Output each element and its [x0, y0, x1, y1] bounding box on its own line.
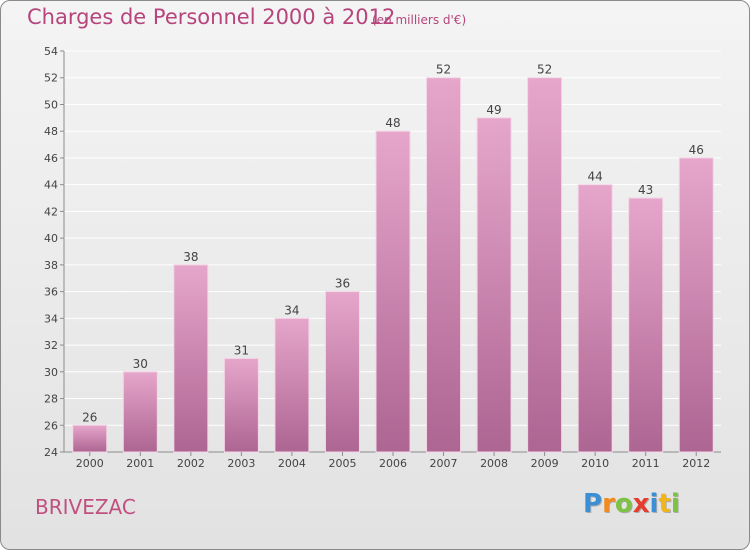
y-tick-label: 30	[44, 366, 58, 379]
data-label: 48	[385, 116, 400, 130]
y-tick-label: 48	[44, 125, 58, 138]
logo-letter: x	[632, 489, 650, 519]
logo-letter: i	[649, 489, 659, 519]
bar	[527, 77, 563, 453]
y-tick-label: 40	[44, 232, 58, 245]
bar	[324, 291, 360, 453]
y-tick-label: 42	[44, 205, 58, 218]
bar	[173, 264, 209, 453]
x-tick-label: 2001	[126, 457, 154, 470]
x-tick-label: 2005	[328, 457, 356, 470]
y-tick-label: 24	[44, 446, 58, 459]
logo-letter: r	[602, 489, 615, 519]
data-label: 34	[284, 303, 299, 317]
y-tick-label: 32	[44, 339, 58, 352]
bar	[678, 157, 714, 453]
bar	[122, 371, 158, 453]
x-tick-label: 2006	[379, 457, 407, 470]
chart-subtitle: (en milliers d'€)	[372, 13, 467, 27]
y-tick-label: 44	[44, 179, 58, 192]
data-label: 46	[689, 143, 704, 157]
bar	[274, 317, 310, 453]
x-tick-label: 2002	[177, 457, 205, 470]
x-tick-label: 2003	[227, 457, 255, 470]
data-label: 30	[133, 357, 148, 371]
bar	[476, 117, 512, 453]
chart-title: Charges de Personnel 2000 à 2012	[27, 5, 396, 29]
data-label: 36	[335, 277, 350, 291]
bar	[577, 184, 613, 453]
data-label: 31	[234, 343, 249, 357]
place-name: BRIVEZAC	[35, 495, 136, 519]
data-label: 52	[436, 63, 451, 77]
x-tick-label: 2011	[632, 457, 660, 470]
bar	[426, 77, 462, 453]
data-label: 49	[486, 103, 501, 117]
logo-letter: o	[614, 489, 633, 519]
y-tick-label: 38	[44, 259, 58, 272]
x-tick-label: 2000	[76, 457, 104, 470]
data-label: 38	[183, 250, 198, 264]
bar	[375, 130, 411, 453]
x-tick-label: 2012	[682, 457, 710, 470]
x-tick-label: 2010	[581, 457, 609, 470]
logo-letter: i	[670, 489, 680, 519]
logo-letter: P	[583, 489, 603, 519]
x-tick-label: 2009	[531, 457, 559, 470]
y-tick-label: 36	[44, 286, 58, 299]
y-tick-label: 52	[44, 72, 58, 85]
data-label: 26	[82, 410, 97, 424]
bar	[72, 424, 108, 453]
data-label: 43	[638, 183, 653, 197]
x-tick-label: 2007	[430, 457, 458, 470]
logo-letter: t	[658, 489, 671, 519]
y-tick-label: 54	[44, 45, 58, 58]
proxiti-logo: Proxiti	[583, 489, 680, 519]
x-tick-label: 2004	[278, 457, 306, 470]
y-tick-label: 26	[44, 419, 58, 432]
bar	[628, 197, 664, 453]
x-tick-label: 2008	[480, 457, 508, 470]
y-tick-label: 34	[44, 312, 58, 325]
data-label: 44	[588, 170, 603, 184]
bar	[223, 357, 259, 453]
y-tick-label: 46	[44, 152, 58, 165]
data-label: 52	[537, 63, 552, 77]
y-tick-label: 50	[44, 98, 58, 111]
y-tick-label: 28	[44, 393, 58, 406]
